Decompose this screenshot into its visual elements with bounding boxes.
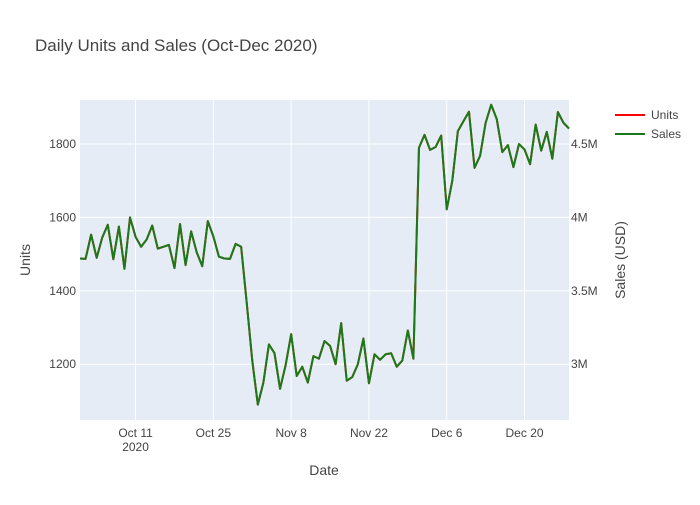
- y-tick-label: 1400: [49, 284, 76, 298]
- y-tick-label: 1800: [49, 137, 76, 151]
- grid-lines: [80, 100, 569, 420]
- legend-item-sales[interactable]: Sales: [615, 127, 681, 141]
- y-tick-label: 1200: [49, 357, 76, 371]
- y2-tick-label: 3M: [571, 357, 588, 371]
- x-tick-label: Dec 6: [431, 426, 463, 440]
- chart-title: Daily Units and Sales (Oct-Dec 2020): [35, 36, 318, 55]
- x-tick-label: Oct 25: [196, 426, 232, 440]
- y2-tick-label: 4.5M: [571, 137, 598, 151]
- legend-label-sales: Sales: [651, 127, 681, 141]
- x-tick-label: Nov 22: [350, 426, 388, 440]
- plot-area: [80, 100, 569, 420]
- y-tick-label: 1600: [49, 210, 76, 224]
- x-tick-label: Dec 20: [506, 426, 544, 440]
- y2-tick-label: 4M: [571, 210, 588, 224]
- y-axis-title: Units: [17, 244, 33, 276]
- series-line-sales: [79, 103, 570, 406]
- y2-tick-label: 3.5M: [571, 284, 598, 298]
- y2-axis-title: Sales (USD): [612, 221, 628, 299]
- series-lines: [79, 103, 570, 406]
- x-tick-label: Oct 11: [118, 426, 153, 440]
- x-tick-label: Nov 8: [275, 426, 307, 440]
- legend-label-units: Units: [651, 108, 678, 122]
- x-axis-title: Date: [309, 462, 339, 478]
- legend[interactable]: Units Sales: [615, 108, 681, 141]
- legend-item-units[interactable]: Units: [615, 108, 678, 122]
- x-tick-sublabel: 2020: [122, 440, 149, 454]
